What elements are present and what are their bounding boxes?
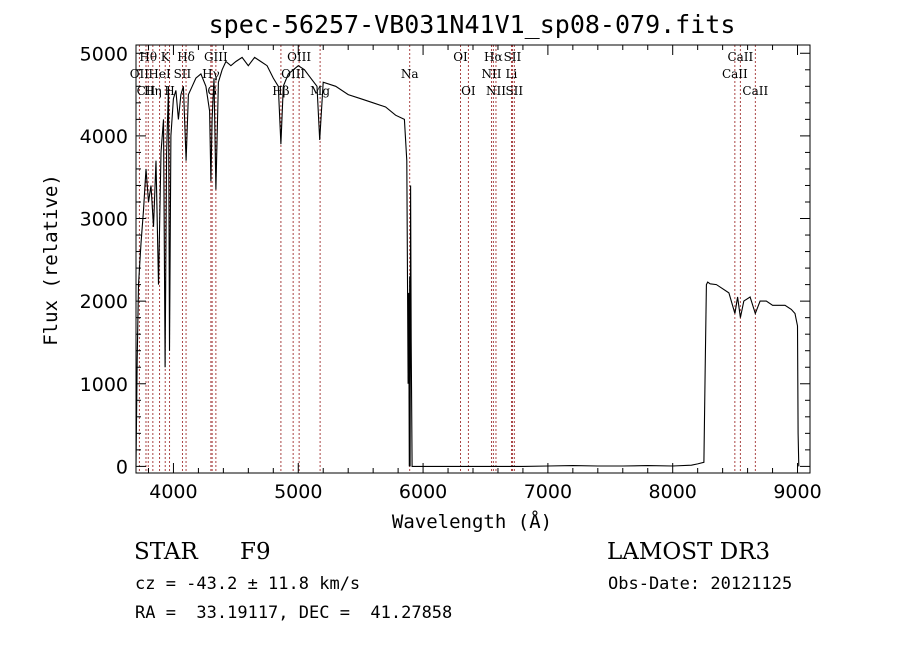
spectral-line-label: K [161, 50, 171, 64]
redshift-text: cz = -43.2 ± 11.8 km/s [135, 574, 361, 594]
spectral-line-label: CaII [742, 84, 768, 98]
y-tick-label: 2000 [80, 291, 128, 313]
spectral-line-label: OI [453, 50, 468, 64]
coordinates: RA = 33.19117, DEC = 41.27858 [135, 603, 453, 623]
spectral-line-label: Hη [144, 84, 162, 98]
spectral-line-label: CaII [727, 50, 753, 64]
x-axis-label: Wavelength (Å) [392, 510, 552, 533]
x-tick-label: 9000 [773, 481, 821, 503]
survey-label: LAMOST DR3 [607, 539, 771, 565]
class-label: STAR [134, 539, 198, 565]
spectral-line-label: H [164, 84, 174, 98]
spectral-line-label: GIII [204, 50, 228, 64]
axis-ticks: 4000 5000 6000 7000 8000 9000 0 1000 2000 3000 400… [80, 43, 822, 503]
spectral-line-label: NII [486, 84, 506, 98]
spectral-line-label: OII [130, 67, 150, 81]
x-tick-label: 7000 [524, 481, 572, 503]
obs-date: Obs-Date: 20121125 [608, 574, 793, 594]
y-axis-label: Flux (relative) [40, 174, 62, 346]
spectral-line-label: SII [505, 84, 523, 98]
spectral-line-label: OIII [281, 67, 305, 81]
y-tick-label: 0 [116, 456, 128, 478]
spectral-line-label: HeI [148, 67, 171, 81]
x-tick-label: 5000 [274, 481, 322, 503]
spectral-line-label: Li [506, 67, 518, 81]
spectral-line-label: Mg [310, 84, 330, 98]
spectral-line-label: Hθ [139, 50, 157, 64]
spectral-line-label: Na [401, 67, 419, 81]
y-tick-label: 5000 [80, 43, 128, 65]
spectral-line-label: NII [481, 67, 501, 81]
y-tick-label: 3000 [80, 209, 128, 231]
spectral-line-label: G [207, 84, 217, 98]
spectral-line-label: CII [137, 84, 156, 98]
plot-frame [135, 44, 811, 474]
x-tick-label: 4000 [149, 481, 197, 503]
spectral-line-label: Hβ [272, 84, 289, 98]
spectral-line-label: Hα [484, 50, 503, 64]
chart-title: spec-56257-VB031N41V1_sp08-079.fits [209, 10, 736, 39]
x-tick-label: 8000 [649, 481, 697, 503]
y-tick-label: 4000 [80, 126, 128, 148]
spectral-line-label: SII [174, 67, 192, 81]
spectral-line-label: OIII [287, 50, 311, 64]
spectral-line-label: Hγ [202, 67, 220, 81]
flux-series-line [135, 56, 800, 467]
spectral-line-label: OI [461, 84, 476, 98]
subclass-label: F9 [240, 539, 271, 565]
y-tick-label: 1000 [80, 374, 128, 396]
spectral-line-label: SII [504, 50, 522, 64]
spectral-line-markers [138, 45, 756, 473]
x-tick-label: 6000 [399, 481, 447, 503]
spectral-line-label: Hδ [177, 50, 195, 64]
spectral-line-label: CaII [722, 67, 748, 81]
